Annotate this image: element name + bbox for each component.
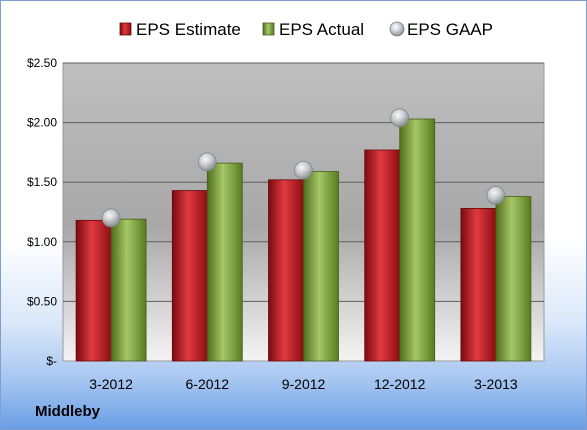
gaap-points	[101, 108, 506, 228]
y-tick-label: $-	[46, 354, 57, 368]
bar-eps-estimate	[364, 149, 401, 362]
bars	[75, 118, 532, 362]
legend-swatch	[262, 22, 275, 36]
bar-eps-actual	[399, 118, 436, 362]
y-tick-label: $1.50	[27, 175, 57, 189]
company-label: Middleby	[35, 403, 101, 420]
legend-swatch	[119, 22, 132, 36]
x-tick-label: 3-2012	[89, 376, 133, 392]
bar-eps-estimate	[268, 179, 304, 362]
y-tick-label: $0.50	[27, 294, 57, 308]
point-eps-gaap	[197, 152, 217, 172]
point-eps-gaap	[390, 108, 410, 128]
point-eps-gaap	[101, 208, 121, 228]
legend-item-eps-gaap: EPS GAAP	[389, 20, 493, 39]
x-axis-ticks: 3-2012 6-2012 9-2012 12-2012 3-2013	[89, 376, 518, 392]
legend: EPS Estimate EPS Actual EPS GAAP	[119, 20, 493, 39]
bar-eps-actual	[303, 171, 339, 362]
x-tick-label: 6-2012	[186, 376, 230, 392]
point-eps-gaap	[294, 160, 313, 180]
bar-eps-estimate	[75, 219, 112, 362]
x-tick-label: 9-2012	[282, 376, 326, 392]
x-tick-label: 3-2013	[474, 376, 518, 392]
legend-swatch	[389, 21, 405, 37]
y-tick-label: $1.00	[27, 235, 57, 249]
legend-label: EPS Actual	[279, 20, 364, 39]
bar-eps-actual	[206, 162, 243, 362]
bar-eps-actual	[495, 196, 532, 362]
legend-item-eps-actual: EPS Actual	[262, 20, 364, 39]
y-tick-label: $2.00	[27, 116, 57, 130]
legend-label: EPS GAAP	[407, 20, 493, 39]
point-eps-gaap	[486, 185, 506, 205]
bar-eps-actual	[110, 218, 147, 362]
x-tick-label: 12-2012	[374, 376, 426, 392]
legend-label: EPS Estimate	[136, 20, 241, 39]
bar-eps-estimate	[171, 190, 208, 362]
y-axis-ticks: $- $0.50 $1.00 $1.50 $2.00 $2.50	[27, 56, 57, 368]
legend-item-eps-estimate: EPS Estimate	[119, 20, 241, 39]
y-tick-label: $2.50	[27, 56, 57, 70]
bar-eps-estimate	[460, 208, 497, 362]
